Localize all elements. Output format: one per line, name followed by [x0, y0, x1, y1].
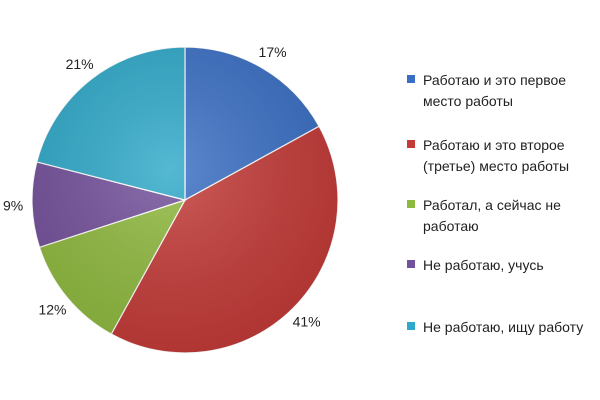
legend-label-line: Работаю и это первое — [423, 72, 567, 88]
legend-label: Работал, а сейчас не работаю — [423, 195, 561, 237]
legend-item-1: Работаю и это первое место работы — [407, 70, 566, 112]
legend-label-line: Не работаю, ищу работу — [423, 319, 584, 335]
legend-label: Не работаю, учусь — [423, 255, 544, 276]
legend-swatch — [407, 260, 415, 268]
slice-data-label-4: 9% — [3, 197, 23, 213]
slice-data-label-1: 17% — [259, 44, 287, 60]
legend-label-line: (третье) место работы — [423, 158, 570, 174]
slice-data-label-3: 12% — [38, 302, 66, 318]
legend-label: Работаю и это второе (третье) место работ… — [423, 135, 569, 177]
legend-label-line: Не работаю, учусь — [423, 257, 544, 273]
pie-chart: 17% 41% 12% 9% 21% — [3, 44, 339, 354]
legend-label-line: место работы — [423, 93, 513, 109]
legend-item-2: Работаю и это второе (третье) место работ… — [407, 135, 569, 177]
slice-data-label-5: 21% — [66, 56, 94, 72]
legend-label-line: Работаю и это второе — [423, 137, 565, 153]
legend-swatch — [407, 140, 415, 148]
slice-data-label-2: 41% — [293, 314, 321, 330]
legend-swatch — [407, 75, 415, 83]
legend-item-3: Работал, а сейчас не работаю — [407, 195, 561, 237]
legend-swatch — [407, 322, 415, 330]
legend-item-5: Не работаю, ищу работу — [407, 317, 583, 338]
legend-label: Работаю и это первое место работы — [423, 70, 566, 112]
legend-swatch — [407, 200, 415, 208]
legend-label-line: работаю — [423, 218, 479, 234]
legend-label-line: Работал, а сейчас не — [423, 197, 561, 213]
chart-legend: Работаю и это первое место работы Работаю … — [407, 70, 600, 370]
legend-label: Не работаю, ищу работу — [423, 317, 583, 338]
legend-item-4: Не работаю, учусь — [407, 255, 544, 276]
